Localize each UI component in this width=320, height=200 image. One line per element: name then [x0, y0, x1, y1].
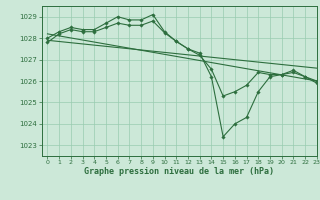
X-axis label: Graphe pression niveau de la mer (hPa): Graphe pression niveau de la mer (hPa)	[84, 167, 274, 176]
